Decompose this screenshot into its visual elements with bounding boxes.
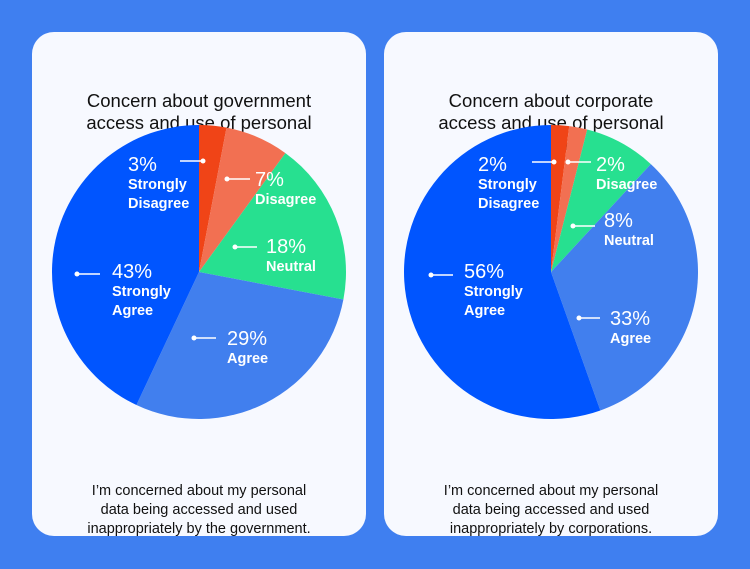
chart-caption: I’m concerned about my personal data bei… [87, 483, 311, 537]
data-label: 8% Neutral [604, 210, 654, 251]
data-label-category: Disagree [596, 177, 658, 193]
leader-dot [232, 244, 238, 250]
data-label: 56% Strongly Agree [464, 261, 544, 321]
data-label: 7% Disagree [255, 169, 316, 210]
data-label-value: 56% [464, 261, 505, 283]
leader-dot [224, 176, 230, 182]
pie-slice-disagree [199, 127, 286, 272]
data-label: 33% Agree [610, 308, 651, 349]
data-label-category: Neutral [604, 233, 654, 249]
government-chart-card: Concern about government access and use … [32, 32, 366, 537]
pie-slice-strongly-disagree [199, 125, 227, 272]
leader-dot [576, 315, 582, 321]
pie-chart [52, 125, 346, 419]
pie-slice-agree [136, 272, 344, 419]
leader-dot [74, 271, 80, 277]
data-label-category: Agree [227, 351, 269, 367]
data-label-category: Strongly Disagree [478, 177, 540, 212]
data-label: 2% Strongly Disagree [478, 154, 558, 214]
data-label: 18% Neutral [266, 236, 316, 277]
data-label-category: Strongly Agree [112, 284, 171, 319]
data-label-value: 43% [112, 261, 153, 283]
leader-dot [200, 158, 206, 164]
chart-caption: I’m concerned about my personal data bei… [443, 483, 659, 537]
corporate-chart-card: Concern about corporate access and use o… [384, 32, 718, 537]
data-label-value: 33% [610, 308, 651, 330]
data-label: 29% Agree [227, 328, 268, 369]
leader-dot [551, 159, 557, 165]
data-label-category: Disagree [255, 192, 317, 208]
data-label-value: 29% [227, 328, 268, 350]
pie-slice-strongly-agree [403, 125, 601, 419]
pie-slice-neutral [199, 153, 346, 300]
data-label-value: 7% [255, 169, 284, 191]
leader-dot [428, 272, 434, 278]
data-label-category: Strongly Agree [464, 284, 523, 319]
data-label: 43% Strongly Agree [112, 261, 192, 321]
data-label: 2% Disagree [596, 154, 657, 195]
pie-slice-strongly-agree [52, 125, 199, 406]
leader-dot [570, 223, 576, 229]
data-label-value: 18% [266, 236, 307, 258]
pie-slice-agree [551, 164, 698, 411]
pie-slice-neutral [551, 129, 651, 272]
data-label-value: 2% [596, 154, 625, 176]
data-label-value: 8% [604, 210, 633, 232]
data-label-category: Agree [610, 331, 652, 347]
leader-dot [191, 335, 197, 341]
leader-dot [565, 159, 571, 165]
data-label-value: 3% [128, 154, 157, 176]
data-label-category: Neutral [266, 259, 316, 275]
data-label-value: 2% [478, 154, 507, 176]
data-label-category: Strongly Disagree [128, 177, 190, 212]
data-label: 3% Strongly Disagree [128, 154, 208, 214]
pie-chart [403, 125, 698, 419]
